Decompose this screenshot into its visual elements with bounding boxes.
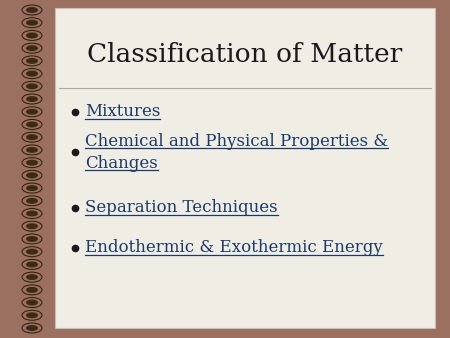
Ellipse shape bbox=[26, 83, 38, 89]
Ellipse shape bbox=[26, 325, 38, 331]
Ellipse shape bbox=[26, 236, 38, 242]
Text: Endothermic & Exothermic Energy: Endothermic & Exothermic Energy bbox=[85, 240, 383, 257]
Ellipse shape bbox=[26, 96, 38, 102]
Ellipse shape bbox=[26, 134, 38, 140]
Ellipse shape bbox=[26, 211, 38, 217]
Ellipse shape bbox=[22, 247, 42, 257]
Ellipse shape bbox=[22, 285, 42, 295]
Ellipse shape bbox=[22, 323, 42, 333]
Ellipse shape bbox=[22, 56, 42, 66]
Text: Chemical and Physical Properties &: Chemical and Physical Properties & bbox=[85, 132, 388, 149]
Ellipse shape bbox=[22, 183, 42, 193]
Ellipse shape bbox=[26, 172, 38, 178]
Text: Changes: Changes bbox=[85, 154, 158, 171]
Ellipse shape bbox=[22, 94, 42, 104]
Ellipse shape bbox=[22, 221, 42, 231]
Ellipse shape bbox=[26, 287, 38, 293]
Ellipse shape bbox=[26, 32, 38, 39]
Ellipse shape bbox=[22, 158, 42, 168]
Ellipse shape bbox=[22, 196, 42, 206]
Ellipse shape bbox=[26, 223, 38, 229]
Ellipse shape bbox=[26, 274, 38, 280]
Ellipse shape bbox=[22, 30, 42, 41]
Ellipse shape bbox=[22, 259, 42, 269]
Ellipse shape bbox=[26, 299, 38, 306]
Ellipse shape bbox=[22, 107, 42, 117]
Ellipse shape bbox=[22, 209, 42, 219]
Ellipse shape bbox=[26, 71, 38, 77]
Ellipse shape bbox=[26, 198, 38, 204]
Ellipse shape bbox=[26, 109, 38, 115]
Ellipse shape bbox=[22, 119, 42, 129]
Ellipse shape bbox=[22, 297, 42, 308]
Ellipse shape bbox=[22, 81, 42, 91]
Ellipse shape bbox=[26, 7, 38, 13]
Text: Mixtures: Mixtures bbox=[85, 103, 160, 121]
Ellipse shape bbox=[26, 312, 38, 318]
Ellipse shape bbox=[22, 5, 42, 15]
Bar bbox=[55, 8, 435, 328]
Ellipse shape bbox=[22, 132, 42, 142]
Ellipse shape bbox=[26, 261, 38, 267]
Ellipse shape bbox=[26, 45, 38, 51]
Text: Separation Techniques: Separation Techniques bbox=[85, 199, 278, 217]
Ellipse shape bbox=[26, 160, 38, 166]
Ellipse shape bbox=[22, 18, 42, 28]
Ellipse shape bbox=[26, 249, 38, 255]
Ellipse shape bbox=[26, 121, 38, 127]
Ellipse shape bbox=[22, 310, 42, 320]
Ellipse shape bbox=[22, 145, 42, 155]
Ellipse shape bbox=[22, 43, 42, 53]
Ellipse shape bbox=[22, 272, 42, 282]
Ellipse shape bbox=[26, 185, 38, 191]
Ellipse shape bbox=[26, 58, 38, 64]
Ellipse shape bbox=[22, 69, 42, 79]
Ellipse shape bbox=[26, 20, 38, 26]
Ellipse shape bbox=[22, 234, 42, 244]
Ellipse shape bbox=[22, 170, 42, 180]
Ellipse shape bbox=[26, 147, 38, 153]
Text: Classification of Matter: Classification of Matter bbox=[87, 42, 403, 67]
